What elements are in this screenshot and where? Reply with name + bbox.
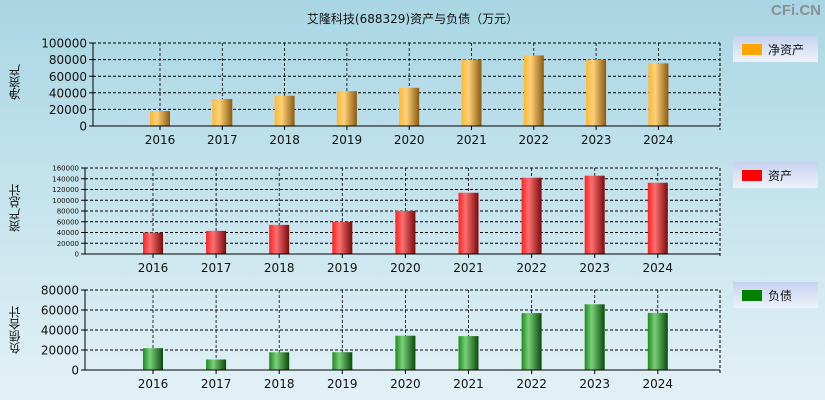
legend-liabilities: 负债 [733, 282, 818, 308]
bar-2024 [647, 312, 668, 370]
y-tick-label: 100000 [52, 197, 79, 205]
x-tick-label: 2024 [643, 261, 674, 275]
y-tick-label: 20000 [49, 103, 87, 117]
bar-2018 [274, 95, 295, 126]
y-tick-label: 60000 [49, 70, 87, 84]
y-tick-label: 160000 [52, 165, 79, 173]
bar-2023 [584, 175, 605, 254]
bar-2019 [332, 221, 353, 254]
x-tick-label: 2017 [201, 261, 232, 275]
x-tick-label: 2023 [579, 377, 610, 391]
y-tick-label: 60000 [41, 304, 79, 318]
bar-2020 [399, 87, 420, 126]
bar-2019 [332, 352, 353, 370]
bar-2024 [648, 63, 669, 126]
y-axis-label-liabilities: 负债合计 [8, 306, 22, 354]
y-tick-label: 0 [75, 251, 79, 259]
y-axis-label-assets: 资产总计 [8, 184, 22, 232]
bar-2019 [336, 91, 357, 126]
y-tick-label: 80000 [49, 53, 87, 67]
y-tick-label: 0 [71, 364, 79, 378]
x-tick-label: 2016 [145, 133, 176, 147]
x-tick-label: 2021 [456, 133, 487, 147]
x-tick-label: 2018 [264, 377, 295, 391]
y-tick-label: 80000 [41, 284, 79, 298]
bar-2020 [395, 210, 416, 254]
legend-assets: 资产 [733, 162, 818, 188]
bar-2022 [521, 177, 542, 254]
y-tick-label: 80000 [57, 208, 79, 216]
x-tick-label: 2024 [643, 133, 674, 147]
bar-2023 [586, 59, 607, 126]
y-tick-label: 140000 [52, 175, 79, 183]
x-tick-label: 2017 [207, 133, 238, 147]
x-tick-label: 2019 [332, 133, 363, 147]
watermark-logo: CFi.CN [771, 2, 821, 19]
legend-swatch [742, 169, 762, 181]
x-tick-label: 2022 [519, 133, 550, 147]
bar-2017 [212, 99, 233, 126]
x-tick-label: 2021 [453, 377, 484, 391]
bar-2016 [143, 232, 163, 254]
y-tick-label: 40000 [41, 324, 79, 338]
bar-2017 [206, 359, 227, 370]
bar-2023 [584, 304, 605, 370]
legend-label: 净资产 [768, 42, 805, 57]
bar-2022 [521, 313, 542, 370]
legend-label: 负债 [768, 288, 793, 303]
x-tick-label: 2017 [201, 377, 232, 391]
y-tick-label: 120000 [52, 186, 79, 194]
x-tick-label: 2020 [390, 377, 421, 391]
x-tick-label: 2022 [516, 261, 547, 275]
x-tick-label: 2016 [138, 377, 169, 391]
y-tick-label: 20000 [41, 344, 79, 358]
chart-title: 艾隆科技(688329)资产与负债（万元） [306, 12, 519, 26]
y-tick-label: 100000 [41, 37, 87, 51]
bar-2017 [206, 230, 227, 254]
bar-2020 [395, 335, 416, 370]
x-tick-label: 2023 [579, 261, 610, 275]
x-tick-label: 2022 [516, 377, 547, 391]
bar-2016 [143, 348, 163, 370]
y-tick-label: 40000 [57, 229, 79, 237]
x-tick-label: 2024 [643, 377, 674, 391]
bar-2021 [458, 336, 479, 370]
bar-2022 [523, 55, 544, 127]
legend-swatch [742, 289, 762, 301]
bar-2021 [461, 59, 482, 126]
y-tick-label: 40000 [49, 86, 87, 100]
bar-2024 [647, 182, 668, 254]
bar-2018 [269, 352, 290, 370]
bar-2018 [269, 224, 290, 254]
legend-label: 资产 [768, 168, 793, 183]
x-tick-label: 2021 [453, 261, 484, 275]
legend-net-assets: 净资产 [733, 36, 818, 62]
y-tick-label: 20000 [57, 240, 79, 248]
x-tick-label: 2016 [138, 261, 169, 275]
y-axis-label-net-assets: 净资产 [8, 64, 22, 100]
bar-2021 [458, 192, 479, 254]
y-tick-label: 0 [79, 120, 87, 134]
bar-2016 [150, 111, 170, 126]
x-tick-label: 2018 [264, 261, 295, 275]
x-tick-label: 2019 [327, 377, 358, 391]
x-tick-label: 2023 [581, 133, 612, 147]
x-tick-label: 2020 [394, 133, 425, 147]
x-tick-label: 2020 [390, 261, 421, 275]
y-tick-label: 60000 [57, 218, 79, 226]
x-tick-label: 2019 [327, 261, 358, 275]
x-tick-label: 2018 [269, 133, 300, 147]
legend-swatch [742, 43, 762, 55]
